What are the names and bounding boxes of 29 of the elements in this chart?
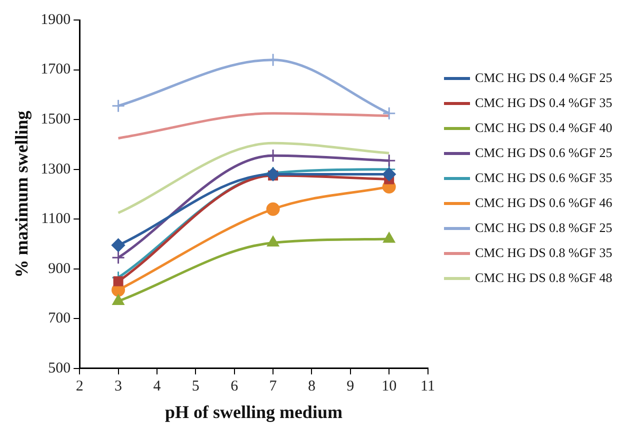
legend-label: CMC HG DS 0.6 %GF 46 [475, 195, 612, 211]
y-tick-label: 1300 [40, 161, 71, 178]
x-tick-label: 7 [269, 378, 278, 394]
x-tick-label: 9 [346, 378, 354, 394]
x-tick-label: 10 [382, 378, 397, 394]
y-tick-label: 900 [48, 260, 71, 277]
x-tick-label: 6 [230, 378, 239, 394]
x-tick-label: 4 [153, 378, 162, 394]
legend-label: CMC HG DS 0.4 %GF 25 [475, 70, 612, 86]
x-axis-title: pH of swelling medium [164, 402, 342, 422]
x-tick-label: 5 [192, 378, 200, 394]
legend-label: CMC HG DS 0.8 %GF 48 [475, 270, 612, 286]
y-axis-title: % maximum swelling [11, 110, 32, 278]
y-tick-label: 1500 [40, 111, 71, 128]
x-tick-label: 2 [76, 378, 84, 394]
legend-label: CMC HG DS 0.6 %GF 25 [475, 145, 612, 161]
y-tick-label: 1100 [41, 211, 71, 228]
x-tick-label: 3 [114, 378, 122, 394]
x-tick-label: 8 [308, 378, 316, 394]
x-tick-label: 11 [420, 378, 436, 394]
legend-label: CMC HG DS 0.6 %GF 35 [475, 170, 612, 186]
y-tick-label: 1700 [40, 62, 71, 78]
y-tick-label: 700 [48, 310, 71, 327]
legend-label: CMC HG DS 0.4 %GF 40 [475, 120, 612, 136]
legend-label: CMC HG DS 0.4 %GF 35 [475, 95, 612, 111]
y-tick-label: 500 [48, 360, 71, 376]
y-tick-label: 1900 [40, 12, 71, 28]
legend-label: CMC HG DS 0.8 %GF 25 [475, 220, 612, 236]
legend-label: CMC HG DS 0.8 %GF 35 [475, 245, 612, 261]
